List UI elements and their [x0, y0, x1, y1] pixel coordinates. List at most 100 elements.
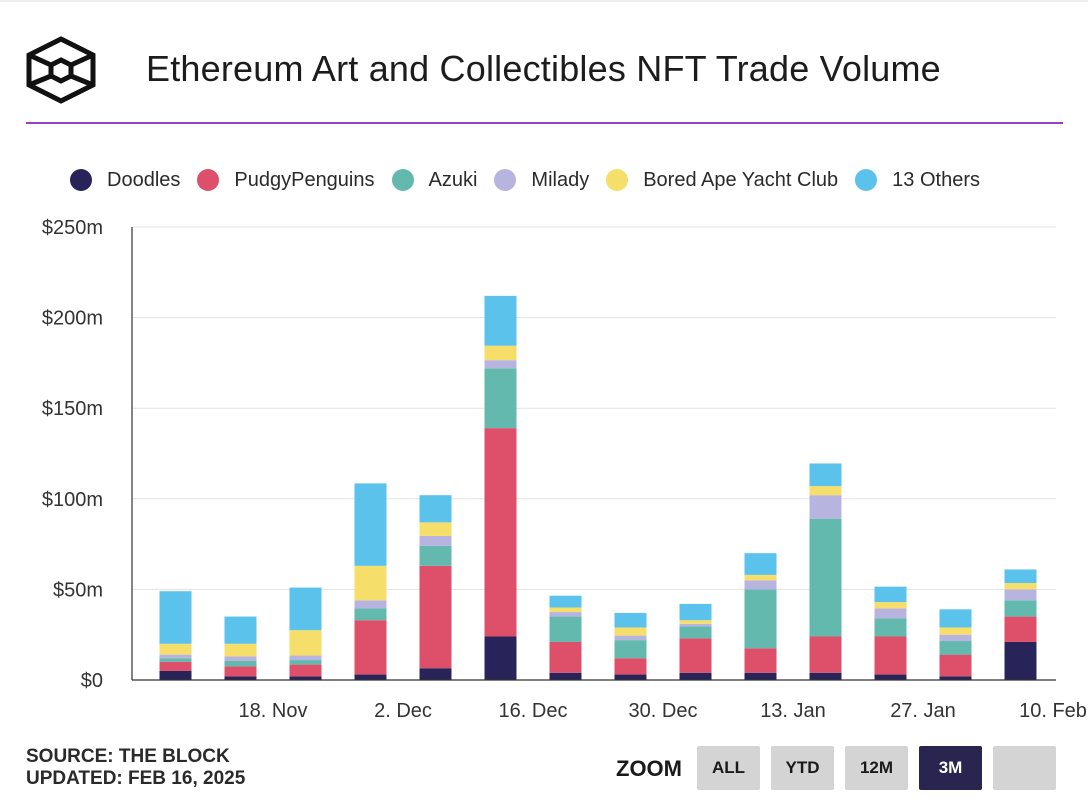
stacked-bar-chart: $0 $50m $100m $150m $200m $250m 18. Nov 2. Dec 1… [42, 217, 1087, 722]
bar-segment-13-others [1004, 569, 1037, 584]
zoom-3m-button[interactable]: 3M [919, 746, 982, 790]
y-tick-label: $250m [42, 217, 103, 239]
bar-segment-bored-ape-yacht-club [809, 486, 842, 496]
bar-segment-doodles [874, 674, 907, 680]
legend-label: Bored Ape Yacht Club [643, 168, 839, 191]
x-tick-label: 2. Dec [374, 700, 432, 722]
x-tick-label: 10. Feb [1019, 700, 1087, 722]
bar-segment-pudgypenguins [419, 565, 452, 669]
bar-segment-bored-ape-yacht-club [484, 345, 517, 361]
bar-segment-azuki [744, 589, 777, 649]
bar-segment-pudgypenguins [744, 648, 777, 673]
bar-segment-doodles [1004, 641, 1037, 680]
bar-segment-bored-ape-yacht-club [874, 602, 907, 609]
bar-segment-azuki [614, 640, 647, 659]
bar-segment-milady [1004, 589, 1037, 601]
legend-dot-icon [70, 169, 92, 191]
y-tick-label: $150m [42, 398, 103, 420]
bar-segment-milady [484, 360, 517, 369]
legend-item-3[interactable]: Milady [494, 169, 589, 192]
bar-segment-doodles [224, 676, 257, 680]
legend-item-4[interactable]: Bored Ape Yacht Club [606, 169, 838, 192]
bar-segment-doodles [289, 676, 322, 680]
bar-segment-azuki [874, 618, 907, 637]
bar-segment-bored-ape-yacht-club [614, 627, 647, 636]
bar-segment-doodles [614, 674, 647, 680]
bar-segment-doodles [809, 672, 842, 680]
bar-segment-doodles [939, 676, 972, 680]
title-divider [26, 122, 1063, 124]
bar-segment-13-others [159, 591, 192, 644]
bar-segment-13-others [224, 616, 257, 644]
bar-segment-pudgypenguins [354, 620, 387, 675]
source-text: SOURCE: THE BLOCK [26, 746, 230, 767]
legend-item-0[interactable]: Doodles [70, 169, 180, 192]
zoom-ytd-button[interactable]: YTD [771, 746, 834, 790]
bar-segment-doodles [159, 670, 192, 680]
bar-segment-milady [874, 608, 907, 619]
bar-segment-doodles [419, 668, 452, 680]
y-tick-label: $50m [53, 579, 103, 601]
bar-segment-13-others [939, 609, 972, 628]
zoom-extra-button[interactable] [993, 746, 1056, 790]
bar-segment-pudgypenguins [874, 636, 907, 675]
bar-segment-pudgypenguins [614, 658, 647, 675]
bar-segment-milady [744, 580, 777, 590]
bar-segment-milady [614, 635, 647, 641]
bar-segment-azuki [289, 660, 322, 665]
bar-segment-milady [224, 656, 257, 661]
legend-item-5[interactable]: 13 Others [855, 169, 980, 192]
x-tick-label: 30. Dec [629, 700, 698, 722]
bar-segment-doodles [549, 672, 582, 680]
bar-segment-milady [939, 634, 972, 642]
legend-label: PudgyPenguins [234, 168, 375, 191]
bar-segment-doodles [484, 636, 517, 680]
bar-segment-13-others [744, 553, 777, 575]
bar-segment-bored-ape-yacht-club [939, 627, 972, 635]
bar-segment-13-others [874, 586, 907, 603]
legend-item-1[interactable]: PudgyPenguins [197, 168, 375, 192]
bar-segment-pudgypenguins [1004, 616, 1037, 642]
bar-segment-13-others [289, 587, 322, 631]
bar-segment-milady [419, 535, 452, 546]
bar-segment-pudgypenguins [289, 664, 322, 677]
bar-segment-13-others [484, 295, 517, 346]
y-tick-label: $200m [42, 308, 103, 330]
bar-segment-milady [159, 654, 192, 659]
legend-dot-icon [197, 169, 220, 191]
bar-segment-bored-ape-yacht-club [289, 630, 322, 656]
bar-segment-13-others [419, 495, 452, 523]
bar-segment-bored-ape-yacht-club [549, 607, 582, 613]
x-tick-label: 27. Jan [890, 700, 956, 722]
zoom-12m-button[interactable]: 12M [845, 746, 908, 790]
legend-dot-icon [855, 169, 878, 191]
y-tick-label: $0 [81, 670, 103, 692]
y-tick-label: $100m [42, 489, 103, 511]
bar-segment-azuki [484, 368, 517, 429]
legend-label: Azuki [428, 168, 478, 191]
legend-item-2[interactable]: Azuki [391, 168, 478, 192]
bar-segment-azuki [354, 608, 387, 621]
bar-segment-13-others [614, 612, 647, 628]
x-tick-label: 13. Jan [760, 700, 826, 722]
zoom-label: ZOOM [616, 756, 682, 781]
bar-segment-milady [549, 612, 582, 617]
chart-legend: Doodles PudgyPenguins Azuki Milady Bored Ape… [70, 166, 997, 194]
bar-segment-doodles [354, 674, 387, 680]
bar-segment-bored-ape-yacht-club [1004, 583, 1037, 590]
the-block-logo-icon [26, 36, 96, 104]
x-tick-label: 16. Dec [499, 700, 568, 722]
bar-segment-pudgypenguins [159, 661, 192, 671]
bar-segment-azuki [549, 616, 582, 642]
bar-segment-doodles [744, 672, 777, 680]
legend-dot-icon [391, 169, 414, 191]
bar-segment-pudgypenguins [809, 636, 842, 673]
zoom-all-button[interactable]: ALL [697, 746, 760, 790]
legend-label: Milady [531, 168, 590, 191]
bar-segment-bored-ape-yacht-club [354, 565, 387, 601]
bar-segment-bored-ape-yacht-club [679, 620, 712, 624]
bar-segment-13-others [679, 603, 712, 621]
bar-segment-pudgypenguins [484, 428, 517, 637]
bar-segment-bored-ape-yacht-club [419, 522, 452, 536]
bar-segment-bored-ape-yacht-club [159, 643, 192, 655]
